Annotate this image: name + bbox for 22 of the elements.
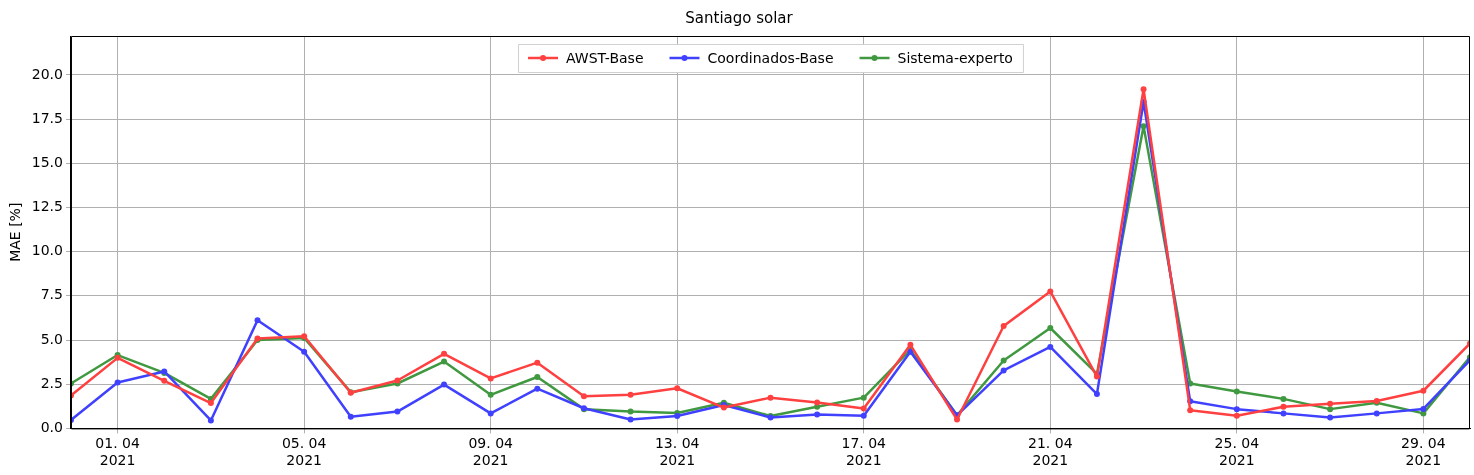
y-tick-label: 12.5 (31, 198, 63, 215)
x-tick-label: 05. 04 2021 (281, 435, 327, 469)
x-tick-label: 21. 04 2021 (1028, 435, 1073, 469)
legend-label: Coordinados-Base (707, 49, 834, 66)
y-tick-label: 0.0 (40, 419, 63, 436)
x-tick-label: 09. 04 2021 (468, 435, 514, 469)
y-tick-label: 10.0 (31, 242, 63, 259)
x-tick-label: 25. 04 2021 (1214, 435, 1260, 469)
x-tick-label: 13. 04 2021 (654, 435, 700, 469)
x-tick-label: 29. 04 2021 (1401, 435, 1446, 469)
y-tick-label: 20.0 (31, 65, 63, 82)
chart-title: Santiago solar (685, 8, 794, 27)
x-tick-label: 17. 04 2021 (841, 435, 887, 469)
y-tick-label: 15.0 (31, 153, 63, 170)
y-tick-label: 5.0 (40, 330, 63, 347)
y-axis-title: MAE [%] (7, 202, 24, 262)
x-tick-label: 01. 04 2021 (95, 435, 140, 469)
y-tick-label: 17.5 (31, 109, 63, 126)
y-tick-label: 2.5 (40, 374, 63, 391)
legend-label: AWST-Base (566, 49, 644, 66)
y-tick-label: 7.5 (40, 286, 63, 303)
legend-label: Sistema-experto (897, 49, 1013, 66)
